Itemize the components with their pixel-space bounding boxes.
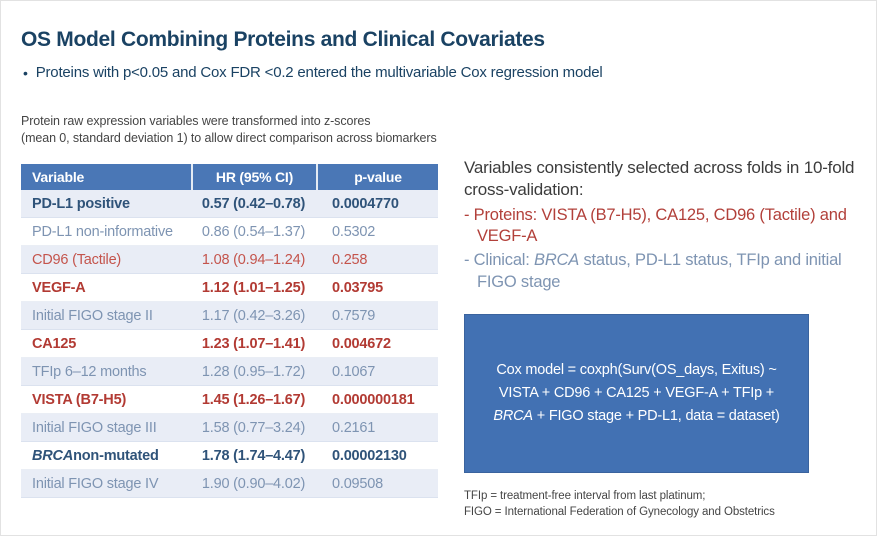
- bullet-text: Proteins with p<0.05 and Cox FDR <0.2 en…: [35, 64, 603, 81]
- footnote-line1: TFIp = treatment-free interval from last…: [464, 490, 706, 502]
- hr-ci-cell: 1.58 (0.77–3.24): [201, 419, 306, 436]
- table-row: Initial FIGO stage III 1.58 (0.77–3.24) 0.…: [21, 414, 438, 442]
- p-value-cell: 0.00002130: [332, 447, 407, 464]
- header-variable: Variable: [32, 169, 85, 185]
- formula-line1: Cox model = coxph(Surv(OS_days, Exitus) …: [496, 361, 777, 378]
- p-value-cell: 0.03795: [332, 279, 384, 296]
- hr-ci-cell: 1.12 (1.01–1.25): [201, 279, 306, 296]
- variable-cell: PD-L1 non-informative: [32, 223, 173, 240]
- variable-cell: VEGF-A: [32, 279, 86, 296]
- table-header-row: Variable HR (95% CI) p-value: [21, 164, 438, 190]
- p-value-cell: 0.7579: [332, 307, 376, 324]
- variable-cell: Initial FIGO stage III: [32, 419, 157, 436]
- p-value-cell: 0.000000181: [332, 391, 415, 408]
- variable-italic: BRCA: [32, 447, 74, 464]
- table-row: Initial FIGO stage IV 1.90 (0.90–4.02) 0.0…: [21, 470, 438, 498]
- hr-ci-cell: 1.45 (1.26–1.67): [201, 391, 306, 408]
- clinical-prefix: - Clinical:: [464, 251, 535, 270]
- zscore-note-line2: (mean 0, standard deviation 1) to allow …: [21, 130, 437, 145]
- header-hr-ci: HR (95% CI): [191, 164, 316, 190]
- hr-ci-cell: 1.08 (0.94–1.24): [201, 251, 306, 268]
- zscore-note-line1: Protein raw expression variables were tr…: [21, 114, 371, 128]
- table-row: PD-L1 positive 0.57 (0.42–0.78) 0.0004770: [21, 190, 438, 218]
- hr-ci-cell: 0.86 (0.54–1.37): [201, 223, 306, 240]
- variable-cell: CD96 (Tactile): [32, 251, 122, 268]
- formula-line2: VISTA + CD96 + CA125 + VEGF-A + TFIp +: [498, 384, 775, 401]
- hr-ci-cell: 1.90 (0.90–4.02): [201, 475, 306, 492]
- hr-ci-cell: 1.78 (1.74–4.47): [201, 447, 306, 464]
- clinical-rest: status, PD-L1 status, TFIp and initial F…: [477, 251, 842, 291]
- cross-validation-heading: Variables consistently selected across f…: [464, 158, 855, 200]
- p-value-cell: 0.09508: [332, 475, 384, 492]
- table-row: VISTA (B7-H5) 1.45 (1.26–1.67) 0.000000181: [21, 386, 438, 414]
- bullet-icon: •: [23, 65, 28, 81]
- header-p-value: p-value: [316, 164, 438, 190]
- cox-formula-box: Cox model = coxph(Surv(OS_days, Exitus) …: [464, 314, 809, 473]
- table-row: Initial FIGO stage II 1.17 (0.42–3.26) 0.7…: [21, 302, 438, 330]
- abbreviation-footnote: TFIp = treatment-free interval from last…: [464, 488, 864, 520]
- clinical-brca-italic: BRCA: [534, 251, 580, 270]
- variable-cell: TFIp 6–12 months: [32, 363, 147, 380]
- hr-ci-cell: 1.17 (0.42–3.26): [201, 307, 306, 324]
- p-value-cell: 0.0004770: [332, 195, 399, 212]
- bullet-line: • Proteins with p<0.05 and Cox FDR <0.2 …: [23, 64, 603, 83]
- footnote-line2: FIGO = International Federation of Gynec…: [464, 506, 775, 519]
- cox-results-table: Variable HR (95% CI) p-value PD-L1 posit…: [21, 164, 438, 498]
- variable-cell: Initial FIGO stage II: [32, 307, 153, 324]
- variable-cell: BRCA non-mutated: [32, 447, 159, 464]
- table-row: TFIp 6–12 months 1.28 (0.95–1.72) 0.1067: [21, 358, 438, 386]
- clinical-item: - Clinical: BRCA status, PD-L1 status, T…: [464, 250, 866, 292]
- table-row: CA125 1.23 (1.07–1.41) 0.004672: [21, 330, 438, 358]
- variable-cell: CA125: [32, 335, 77, 352]
- zscore-note: Protein raw expression variables were tr…: [21, 113, 461, 147]
- table-row: VEGF-A 1.12 (1.01–1.25) 0.03795: [21, 274, 438, 302]
- variable-cell: VISTA (B7-H5): [32, 391, 127, 408]
- page-title: OS Model Combining Proteins and Clinical…: [21, 28, 545, 51]
- p-value-cell: 0.004672: [332, 335, 391, 352]
- variable-cell: Initial FIGO stage IV: [32, 475, 159, 492]
- p-value-cell: 0.5302: [332, 223, 376, 240]
- proteins-item: - Proteins: VISTA (B7-H5), CA125, CD96 (…: [464, 206, 847, 246]
- hr-ci-cell: 0.57 (0.42–0.78): [201, 195, 306, 212]
- table-row: BRCA non-mutated 1.78 (1.74–4.47) 0.000021…: [21, 442, 438, 470]
- table-body: PD-L1 positive 0.57 (0.42–0.78) 0.0004770 P…: [21, 190, 438, 498]
- table-row: PD-L1 non-informative 0.86 (0.54–1.37) 0.5…: [21, 218, 438, 246]
- formula-line3: BRCA + FIGO stage + PD-L1, data = datase…: [475, 405, 798, 428]
- hr-ci-cell: 1.23 (1.07–1.41): [201, 335, 306, 352]
- hr-ci-cell: 1.28 (0.95–1.72): [201, 363, 306, 380]
- p-value-cell: 0.1067: [332, 363, 376, 380]
- p-value-cell: 0.2161: [332, 419, 376, 436]
- p-value-cell: 0.258: [332, 251, 368, 268]
- formula-line3-rest: + FIGO stage + PD-L1, data = dataset): [532, 408, 780, 425]
- variable-cell: PD-L1 positive: [32, 195, 130, 212]
- formula-brca-italic: BRCA: [493, 408, 533, 425]
- table-row: CD96 (Tactile) 1.08 (0.94–1.24) 0.258: [21, 246, 438, 274]
- cross-validation-panel: Variables consistently selected across f…: [464, 157, 866, 293]
